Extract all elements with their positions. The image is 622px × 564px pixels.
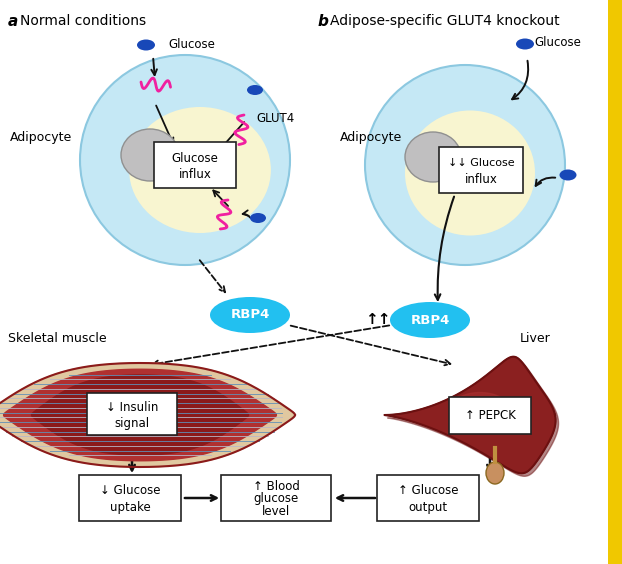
Polygon shape: [450, 393, 510, 428]
Text: ↓↓ Glucose: ↓↓ Glucose: [448, 157, 514, 168]
Polygon shape: [388, 360, 559, 477]
Text: ↑ PEPCK: ↑ PEPCK: [465, 409, 516, 422]
Ellipse shape: [560, 170, 577, 180]
Text: glucose: glucose: [253, 492, 299, 505]
Text: RBP4: RBP4: [230, 309, 270, 321]
FancyBboxPatch shape: [221, 475, 331, 521]
Text: output: output: [409, 501, 448, 514]
Ellipse shape: [137, 39, 155, 51]
Text: Glucose: Glucose: [534, 37, 581, 50]
Ellipse shape: [247, 85, 263, 95]
Polygon shape: [384, 356, 555, 473]
Ellipse shape: [516, 38, 534, 50]
Text: ↑ Blood: ↑ Blood: [253, 481, 299, 494]
Text: ↑ Glucose: ↑ Glucose: [397, 484, 458, 497]
Text: b: b: [318, 14, 329, 29]
Text: Normal conditions: Normal conditions: [20, 14, 146, 28]
Text: ↑↑: ↑↑: [365, 312, 391, 328]
Ellipse shape: [80, 55, 290, 265]
FancyBboxPatch shape: [439, 147, 523, 193]
FancyBboxPatch shape: [79, 475, 181, 521]
Bar: [608, 0, 622, 564]
FancyBboxPatch shape: [449, 397, 531, 434]
Text: Adipocyte: Adipocyte: [340, 131, 402, 144]
Text: Adipocyte: Adipocyte: [10, 131, 72, 144]
Text: a: a: [8, 14, 18, 29]
Text: GLUT4: GLUT4: [256, 112, 294, 125]
Text: Glucose: Glucose: [168, 37, 215, 51]
Ellipse shape: [365, 65, 565, 265]
Polygon shape: [0, 363, 295, 467]
FancyBboxPatch shape: [87, 393, 177, 435]
Text: ↓ Glucose: ↓ Glucose: [100, 484, 160, 497]
Polygon shape: [32, 375, 249, 455]
FancyBboxPatch shape: [377, 475, 479, 521]
Text: RBP4: RBP4: [411, 314, 450, 327]
Ellipse shape: [405, 111, 535, 236]
Text: signal: signal: [114, 417, 149, 430]
Ellipse shape: [250, 213, 266, 223]
Text: Adipose-specific GLUT4 knockout: Adipose-specific GLUT4 knockout: [330, 14, 560, 28]
Polygon shape: [4, 369, 276, 461]
Ellipse shape: [405, 132, 461, 182]
Text: influx: influx: [465, 173, 498, 186]
Text: Liver: Liver: [520, 332, 550, 345]
Ellipse shape: [486, 462, 504, 484]
Text: Glucose: Glucose: [172, 152, 218, 165]
Text: influx: influx: [179, 168, 211, 181]
Text: level: level: [262, 505, 290, 518]
Text: ↓ Insulin: ↓ Insulin: [106, 400, 158, 414]
Text: Skeletal muscle: Skeletal muscle: [8, 332, 106, 345]
Ellipse shape: [210, 297, 290, 333]
Ellipse shape: [121, 129, 179, 181]
Ellipse shape: [129, 107, 271, 233]
Ellipse shape: [390, 302, 470, 338]
FancyBboxPatch shape: [154, 142, 236, 188]
Text: uptake: uptake: [109, 501, 151, 514]
